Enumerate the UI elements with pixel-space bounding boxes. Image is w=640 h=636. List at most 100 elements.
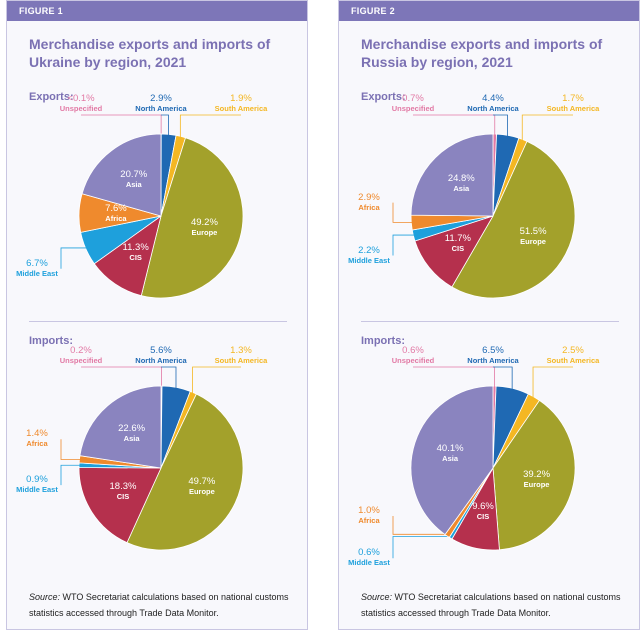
category-label: Middle East	[348, 558, 390, 568]
slice-label: 20.7% Asia	[120, 170, 147, 190]
leader-line	[392, 202, 414, 223]
section-title: Imports:	[29, 335, 73, 347]
leader-line	[179, 114, 241, 139]
category-label: Unspecified	[391, 104, 435, 113]
slice-label: 24.8% Asia	[448, 173, 475, 194]
figure-title: Merchandise exports and imports of Russi…	[361, 36, 603, 70]
category-label: Africa	[358, 202, 380, 212]
value-label: 1.9%	[230, 93, 252, 104]
slice-label: 1.7% South America	[547, 94, 600, 114]
value-label: 2.9%	[150, 93, 172, 104]
slice-label: 22.6% Asia	[118, 422, 146, 444]
slice-label: <0.1% Unspecified	[60, 94, 103, 114]
leader-line	[392, 234, 416, 256]
value-label: 1.3%	[230, 345, 252, 356]
slice-label: 0.6% Middle East	[347, 548, 391, 568]
slice-label: 6.5% North America	[467, 346, 518, 366]
pie-slice	[451, 140, 576, 299]
slice-label: 1.9% South America	[215, 94, 268, 114]
category-label: Unspecified	[59, 356, 103, 365]
slice-label: 40.1% Asia	[437, 444, 464, 464]
category-label: Unspecified	[59, 104, 103, 113]
slice-label: 1.4% Africa	[15, 429, 59, 449]
slice-label: 11.7% CIS	[445, 234, 471, 254]
leader-line	[60, 247, 88, 269]
leader-line	[161, 366, 177, 390]
value-label: 49.7%	[188, 476, 216, 488]
value-label: 11.7%	[444, 233, 471, 245]
value-label: 49.2%	[190, 217, 218, 229]
pie-slice	[79, 385, 162, 469]
value-label: 0.7%	[402, 93, 424, 104]
slice-label: 49.2% Europe	[191, 218, 218, 238]
pie-slice	[492, 399, 576, 551]
leader-line	[81, 114, 162, 137]
leader-line	[493, 114, 508, 138]
source-note: Source: WTO Secretariat calculations bas…	[29, 589, 291, 621]
slice-label: 4.4% North America	[467, 94, 518, 114]
category-label: Europe	[520, 236, 546, 246]
leader-line	[161, 114, 169, 137]
slice-label: 7.6% Africa	[105, 204, 127, 224]
slice-label: 5.6% North America	[135, 346, 186, 366]
value-label: 1.4%	[26, 428, 48, 440]
figure-label: FIGURE 2	[339, 1, 639, 21]
category-label: Asia	[125, 180, 142, 190]
pie-slice	[126, 393, 244, 551]
value-label: <0.1%	[67, 93, 95, 104]
category-label: North America	[135, 104, 187, 113]
pie-slice	[78, 467, 162, 544]
figure-label: FIGURE 1	[7, 1, 307, 21]
leader-line	[81, 366, 162, 389]
category-label: Asia	[442, 454, 458, 464]
value-label: 18.3%	[109, 481, 137, 493]
source-label: Source:	[361, 592, 393, 602]
value-label: 2.5%	[562, 345, 584, 356]
slice-label: 0.9% Middle East	[15, 475, 59, 495]
value-label: 2.2%	[358, 244, 380, 256]
section-title: Exports:	[29, 91, 74, 103]
category-label: North America	[467, 104, 519, 113]
value-label: 6.5%	[482, 345, 504, 356]
slice-label: 0.6% Unspecified	[392, 346, 435, 366]
leader-line	[392, 536, 452, 559]
slice-label: 39.2% Europe	[523, 468, 551, 490]
source-note: Source: WTO Secretariat calculations bas…	[361, 589, 623, 621]
slice-label: 11.3% CIS	[123, 243, 149, 263]
pie-canvas	[392, 114, 576, 559]
value-label: 5.6%	[150, 345, 172, 356]
leader-line	[413, 366, 495, 389]
category-label: Europe	[191, 228, 218, 238]
category-label: CIS	[451, 244, 465, 254]
pie-slice	[140, 137, 244, 299]
category-label: Middle East	[16, 485, 58, 495]
leader-line	[60, 439, 82, 460]
category-label: South America	[214, 104, 268, 113]
leader-line	[493, 366, 513, 391]
value-label: 0.6%	[358, 547, 380, 559]
category-label: CIS	[476, 511, 490, 521]
value-label: 7.6%	[105, 203, 127, 215]
category-label: Middle East	[16, 268, 58, 278]
category-label: Asia	[123, 433, 140, 443]
category-label: Asia	[453, 183, 470, 193]
pie-canvas	[60, 114, 244, 551]
category-label: North America	[467, 356, 519, 365]
slice-label: 51.5% Europe	[520, 226, 547, 247]
value-label: 9.6%	[472, 500, 494, 512]
category-label: Europe	[188, 487, 215, 497]
value-label: 22.6%	[118, 422, 146, 434]
category-label: North America	[135, 356, 187, 365]
pie-slice	[410, 385, 494, 536]
value-label: 40.1%	[436, 443, 464, 455]
category-label: South America	[546, 356, 600, 365]
value-label: 2.9%	[358, 191, 380, 203]
value-label: 1.0%	[358, 504, 380, 516]
slice-label: 2.2% Middle East	[347, 244, 391, 266]
value-label: 20.7%	[120, 169, 148, 181]
value-label: 39.2%	[523, 468, 551, 480]
category-label: CIS	[116, 492, 130, 502]
slice-label: 2.9% North America	[135, 94, 186, 114]
slice-label: 2.9% Africa	[347, 191, 391, 213]
